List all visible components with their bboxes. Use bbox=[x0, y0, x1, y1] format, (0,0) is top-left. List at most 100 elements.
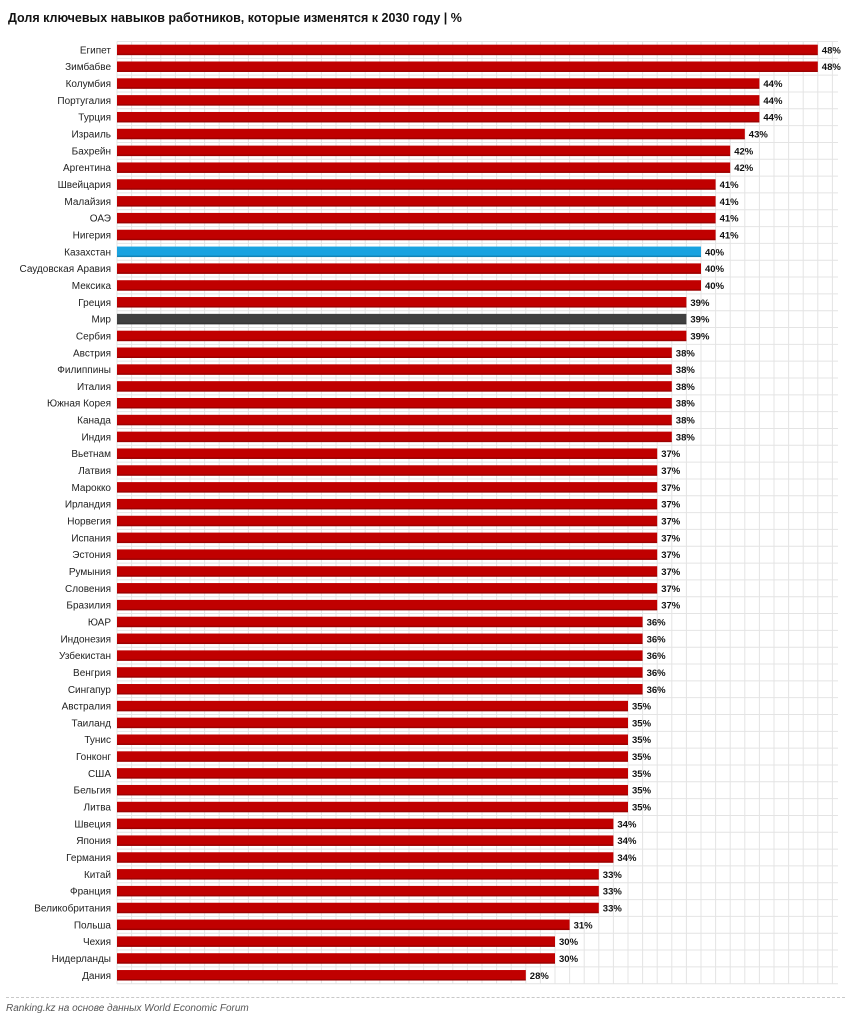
category-label: Великобритания bbox=[34, 902, 111, 914]
bar-shadow bbox=[117, 558, 658, 560]
value-label: 36% bbox=[647, 651, 667, 662]
category-label: Турция bbox=[78, 113, 111, 124]
bar-shadow bbox=[117, 777, 628, 779]
bar bbox=[117, 280, 701, 291]
bar bbox=[117, 179, 716, 190]
bar-shadow bbox=[117, 659, 643, 661]
category-label: Китай bbox=[84, 870, 111, 881]
value-label: 37% bbox=[661, 601, 681, 612]
category-label: Австрия bbox=[73, 348, 111, 359]
bar bbox=[117, 667, 643, 678]
bar bbox=[117, 414, 672, 426]
category-label: Казахстан bbox=[64, 247, 111, 258]
value-label: 41% bbox=[720, 180, 740, 191]
bar-shadow bbox=[117, 911, 599, 914]
bar-shadow bbox=[117, 827, 614, 830]
bar-shadow bbox=[117, 709, 628, 712]
bar bbox=[117, 599, 658, 611]
source-note: Ranking.kz на основе данных World Econom… bbox=[6, 1003, 249, 1014]
bar bbox=[117, 465, 658, 476]
bar-shadow bbox=[117, 87, 760, 89]
value-label: 41% bbox=[720, 214, 740, 225]
bar bbox=[117, 397, 672, 409]
bar bbox=[117, 583, 658, 594]
value-label: 42% bbox=[734, 146, 754, 157]
category-label: Польша bbox=[74, 920, 112, 931]
bar-shadow bbox=[117, 154, 731, 157]
category-label: Португалия bbox=[57, 96, 111, 107]
category-label: Швеция bbox=[74, 819, 111, 830]
category-label: Египет bbox=[80, 45, 112, 56]
value-label: 38% bbox=[676, 399, 696, 410]
category-label: Венгрия bbox=[73, 668, 111, 679]
bar-shadow bbox=[117, 457, 658, 459]
bar bbox=[117, 212, 716, 224]
bar bbox=[117, 78, 760, 89]
value-label: 44% bbox=[763, 79, 783, 90]
category-label: Саудовская Аравия bbox=[19, 264, 111, 275]
bar-shadow bbox=[117, 642, 643, 645]
value-label: 40% bbox=[705, 281, 725, 292]
bar bbox=[117, 515, 658, 527]
category-label: Филиппины bbox=[57, 365, 111, 376]
value-label: 37% bbox=[661, 483, 681, 494]
bar bbox=[117, 111, 760, 123]
value-label: 36% bbox=[647, 685, 667, 696]
bar-shadow bbox=[117, 979, 526, 981]
bar bbox=[117, 650, 643, 661]
category-label: Индия bbox=[81, 432, 111, 443]
bar-shadow bbox=[117, 507, 658, 510]
bar-shadow bbox=[117, 962, 555, 964]
category-label: Бельгия bbox=[74, 786, 112, 797]
bar-shadow bbox=[117, 205, 716, 207]
value-label: 30% bbox=[559, 937, 579, 948]
value-label: 40% bbox=[705, 264, 725, 275]
bar bbox=[117, 128, 745, 140]
category-label: ЮАР bbox=[88, 617, 111, 628]
bar bbox=[117, 953, 555, 964]
bar-shadow bbox=[117, 793, 628, 796]
category-label: Гонконг bbox=[76, 752, 111, 763]
value-label: 33% bbox=[603, 887, 623, 898]
bar bbox=[117, 700, 628, 712]
bar-shadow bbox=[117, 592, 658, 594]
category-label: Словения bbox=[65, 584, 111, 595]
bar-shadow bbox=[117, 306, 687, 308]
bar bbox=[117, 919, 570, 931]
chart-title: Доля ключевых навыков работников, которы… bbox=[8, 11, 462, 25]
category-label: Узбекистан bbox=[59, 650, 111, 662]
bar bbox=[117, 566, 658, 577]
category-label: Сингапур bbox=[68, 685, 112, 696]
bar bbox=[117, 330, 687, 342]
bar bbox=[117, 616, 643, 628]
bar bbox=[117, 381, 672, 392]
value-label: 35% bbox=[632, 702, 652, 713]
bar bbox=[117, 145, 731, 157]
bar-shadow bbox=[117, 878, 599, 880]
value-label: 38% bbox=[676, 416, 696, 427]
value-label: 38% bbox=[676, 348, 696, 359]
bar-shadow bbox=[117, 238, 716, 241]
bar-shadow bbox=[117, 339, 687, 342]
value-label: 33% bbox=[603, 870, 623, 881]
category-label: Южная Корея bbox=[47, 399, 111, 410]
bar bbox=[117, 818, 614, 830]
bar bbox=[117, 61, 818, 72]
bar bbox=[117, 936, 555, 947]
value-label: 37% bbox=[661, 567, 681, 578]
bar-shadow bbox=[117, 171, 731, 173]
bar-shadow bbox=[117, 844, 614, 846]
bar-shadow bbox=[117, 760, 628, 762]
value-label: 35% bbox=[632, 786, 652, 797]
value-label: 34% bbox=[617, 853, 637, 864]
bar bbox=[117, 498, 658, 510]
bar-shadow bbox=[117, 726, 628, 729]
value-label: 30% bbox=[559, 954, 579, 965]
category-label: Зимбабве bbox=[65, 61, 111, 73]
bar bbox=[117, 869, 599, 880]
category-label: Франция bbox=[70, 887, 111, 898]
value-label: 35% bbox=[632, 752, 652, 763]
bar bbox=[117, 364, 672, 375]
bar bbox=[117, 196, 716, 207]
value-label: 40% bbox=[705, 247, 725, 258]
